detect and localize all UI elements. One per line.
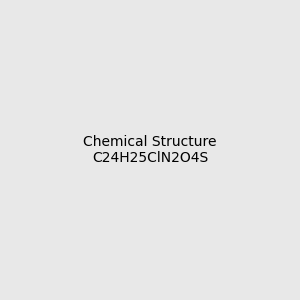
Text: Chemical Structure
C24H25ClN2O4S: Chemical Structure C24H25ClN2O4S	[83, 135, 217, 165]
